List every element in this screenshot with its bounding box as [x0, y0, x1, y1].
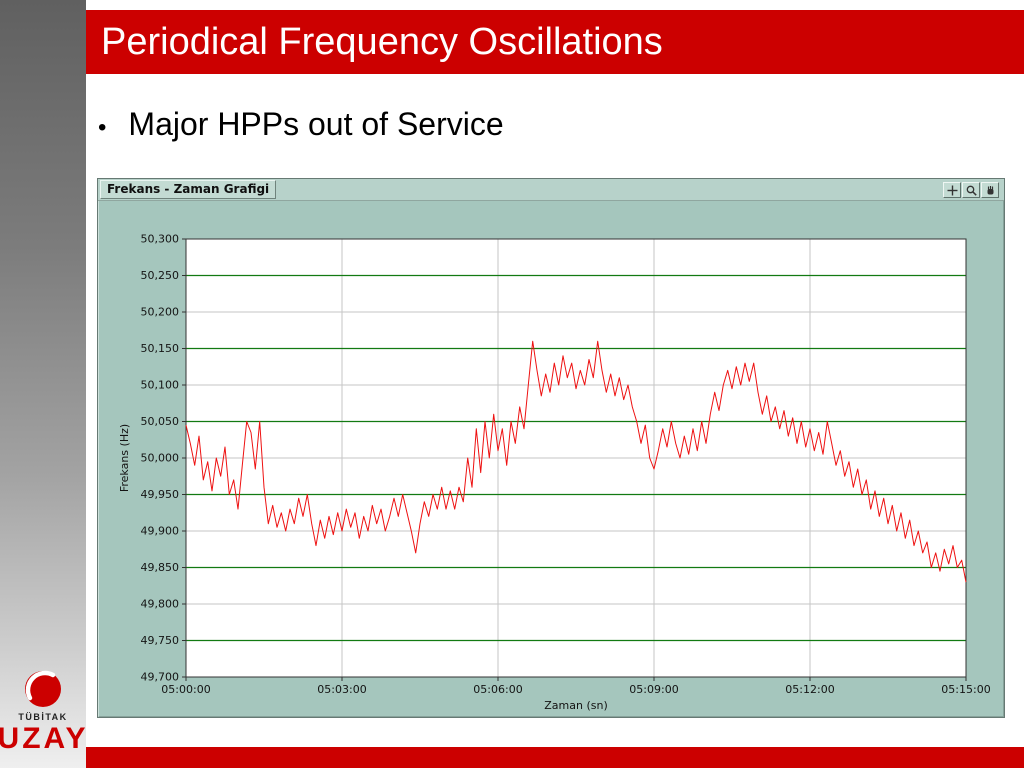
x-axis-title: Zaman (sn) [544, 699, 608, 712]
y-tick-label: 50,100 [141, 379, 180, 392]
x-tick-label: 05:03:00 [317, 683, 366, 696]
y-tick-label: 50,300 [141, 233, 180, 246]
page-title: Periodical Frequency Oscillations [101, 20, 663, 63]
tubitak-logo-icon [25, 670, 61, 707]
bullet-text: Major HPPs out of Service [128, 106, 504, 142]
slide-title-bar: Periodical Frequency Oscillations [86, 10, 1024, 74]
y-tick-label: 49,950 [141, 488, 180, 501]
y-tick-label: 50,050 [141, 415, 180, 428]
hand-icon [987, 185, 993, 194]
y-tick-label: 49,850 [141, 561, 180, 574]
crosshair-icon [947, 185, 957, 195]
frequency-time-plot: 50,300 50,250 50,200 50,150 50,100 50,050 50,0… [118, 233, 991, 713]
x-tick-label: 05:12:00 [785, 683, 834, 696]
tubitak-uzay-logo: TÜBİTAK UZAY [0, 669, 86, 756]
y-tick-label: 50,000 [141, 452, 180, 465]
bullet-item: • Major HPPs out of Service [98, 106, 504, 143]
graph-tools-palette [943, 182, 999, 198]
frequency-chart-window: Frekans - Zaman Grafigi [97, 178, 1005, 718]
plot-border [185, 238, 967, 678]
x-tick-label: 05:06:00 [473, 683, 522, 696]
y-tick-label: 49,750 [141, 634, 180, 647]
zoom-tool-button[interactable] [962, 182, 980, 198]
magnifier-icon [966, 185, 977, 196]
x-tick-label: 05:09:00 [629, 683, 678, 696]
y-tick-label: 50,150 [141, 342, 180, 355]
sidebar-accent-bar: TÜBİTAK UZAY [0, 0, 86, 768]
chart-title: Frekans - Zaman Grafigi [100, 180, 277, 199]
chart-titlebar: Frekans - Zaman Grafigi [98, 179, 1004, 201]
pan-tool-button[interactable] [981, 182, 999, 198]
y-tick-label: 49,800 [141, 598, 180, 611]
x-tick-label: 05:15:00 [941, 683, 990, 696]
y-tick-label: 50,200 [141, 306, 180, 319]
y-axis-title: Frekans (Hz) [118, 424, 131, 492]
x-tick-label: 05:00:00 [161, 683, 210, 696]
y-tick-label: 49,700 [141, 671, 180, 684]
y-tick-label: 50,250 [141, 269, 180, 282]
cursor-tool-button[interactable] [943, 182, 961, 198]
logo-name-text: UZAY [0, 722, 89, 755]
bullet-marker: • [98, 114, 107, 141]
y-tick-label: 49,900 [141, 525, 180, 538]
frequency-series-line [185, 340, 967, 583]
logo-org-text: TÜBİTAK [18, 712, 68, 722]
footer-accent-bar [86, 747, 1024, 768]
